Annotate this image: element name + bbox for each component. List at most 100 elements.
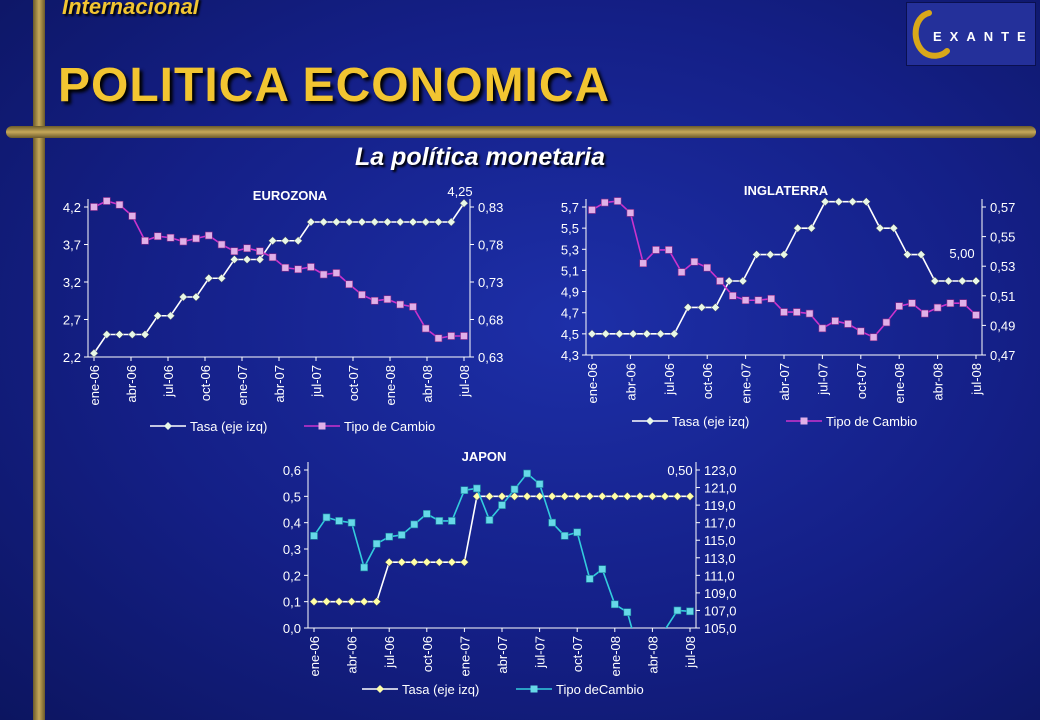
left-tick-label: 0,1	[283, 595, 301, 610]
tipo-cambio-point	[523, 469, 531, 478]
tipo-cambio-point	[686, 607, 694, 616]
tasa-point	[622, 491, 632, 501]
tasa-point	[459, 198, 469, 208]
tipo-cambio-point	[623, 608, 632, 617]
tasa-point	[229, 255, 239, 264]
vertical-gold-bar	[33, 0, 45, 720]
legend-label: Tasa (eje izq)	[190, 419, 267, 434]
left-tick-label: 0,0	[283, 621, 301, 636]
tasa-point	[793, 223, 803, 233]
tasa-point	[572, 491, 582, 501]
tasa-point	[204, 273, 214, 283]
tasa-point	[601, 329, 611, 339]
tasa-point	[409, 557, 419, 567]
tipo-cambio-point	[728, 291, 737, 300]
tasa-point	[434, 557, 444, 567]
right-tick-label: 107,0	[704, 603, 737, 618]
right-tick-label: 119,0	[704, 498, 736, 513]
tasa-point	[446, 217, 456, 227]
x-tick-label: oct-06	[198, 365, 213, 401]
tasa-point	[347, 597, 356, 607]
tipo-cambio-point	[448, 517, 456, 525]
tasa-point	[669, 329, 679, 339]
tasa-point	[357, 217, 367, 227]
tasa-point	[752, 250, 761, 259]
tipo-cambio-point	[217, 240, 226, 249]
tipo-cambio-point	[610, 600, 619, 609]
tasa-point	[522, 491, 532, 501]
tipo-cambio-point	[818, 324, 827, 333]
tasa-point	[397, 557, 407, 567]
tipo-cambio-point	[347, 518, 356, 527]
left-tick-label: 5,1	[561, 263, 579, 278]
right-tick-label: 0,78	[478, 238, 503, 253]
tipo-cambio-point	[933, 303, 942, 312]
left-tick-label: 2,2	[63, 350, 81, 365]
x-tick-label: ene-07	[235, 365, 250, 405]
tasa-point	[683, 303, 693, 312]
tipo-cambio-point	[410, 520, 419, 529]
tasa-point	[648, 491, 657, 501]
tipo-cambio-point	[115, 200, 124, 209]
tasa-point	[587, 329, 597, 339]
tasa-point	[460, 557, 469, 567]
legend-label: Tipo deCambio	[556, 682, 644, 697]
tasa-point	[140, 330, 150, 339]
tipo-cambio-point	[510, 485, 519, 494]
tipo-cambio-point	[588, 206, 596, 214]
x-tick-label: oct-06	[700, 363, 715, 399]
tipo-cambio-point	[332, 269, 341, 277]
tasa-point	[673, 491, 682, 501]
right-tick-label: 113,0	[704, 551, 736, 566]
legend-label: Tipo de Cambio	[826, 414, 917, 429]
right-tick-label: 121,0	[704, 481, 737, 496]
tasa-point	[903, 250, 912, 259]
tasa-point	[660, 491, 670, 501]
tipo-cambio-point	[792, 308, 801, 316]
x-tick-label: ene-08	[892, 363, 907, 403]
right-tick-label: 105,0	[704, 621, 737, 636]
tasa-point	[861, 197, 871, 207]
tipo-cambio-point	[434, 334, 443, 343]
series-line-tasa	[314, 495, 690, 603]
left-tick-label: 2,7	[63, 313, 81, 328]
left-tick-label: 3,7	[63, 238, 81, 253]
tipo-cambio-point	[585, 575, 594, 583]
x-tick-label: abr-08	[420, 365, 435, 403]
left-tick-label: 4,5	[561, 327, 579, 342]
tipo-cambio-point	[626, 209, 635, 217]
tipo-cambio-point	[946, 299, 955, 308]
x-tick-label: abr-08	[931, 363, 946, 401]
x-tick-label: jul-08	[457, 365, 472, 398]
tipo-cambio-point	[422, 510, 431, 518]
tasa-point	[711, 303, 720, 312]
page-title: POLITICA ECONOMICA	[58, 59, 611, 112]
tasa-point	[309, 597, 319, 607]
tipo-cambio-point	[844, 320, 852, 328]
right-tick-label: 0,49	[990, 318, 1015, 333]
tasa-point	[408, 217, 418, 227]
x-tick-label: ene-08	[608, 636, 623, 676]
tasa-point	[153, 311, 163, 321]
tipo-cambio-point	[385, 532, 394, 541]
tipo-cambio-point	[335, 517, 343, 525]
chart-legend: Tasa (eje izq) Tipo deCambio	[362, 682, 644, 697]
tasa-point	[615, 329, 624, 339]
left-tick-label: 4,2	[63, 200, 81, 215]
tipo-cambio-point	[345, 280, 353, 289]
tasa-point	[610, 491, 620, 501]
chart-inglaterra: INGLATERRA 4,3 4,5 4,7 4,9 5,1 5,3 5,5 5,7 0,47 0,…	[561, 183, 1015, 429]
x-tick-label: jul-06	[161, 365, 176, 398]
tasa-point	[447, 557, 457, 567]
chart-title: INGLATERRA	[744, 183, 829, 198]
legend-diamond-marker	[376, 685, 384, 693]
tipo-cambio-point	[370, 296, 379, 305]
tipo-cambio-point	[128, 212, 137, 220]
tipo-cambio-point	[535, 480, 544, 488]
tasa-point	[383, 217, 392, 227]
tasa-point	[697, 303, 707, 312]
tipo-cambio-point	[141, 236, 149, 245]
x-tick-label: jul-06	[382, 636, 397, 669]
value-annotation: 4,25	[447, 184, 472, 199]
tipo-cambio-point	[673, 606, 682, 615]
